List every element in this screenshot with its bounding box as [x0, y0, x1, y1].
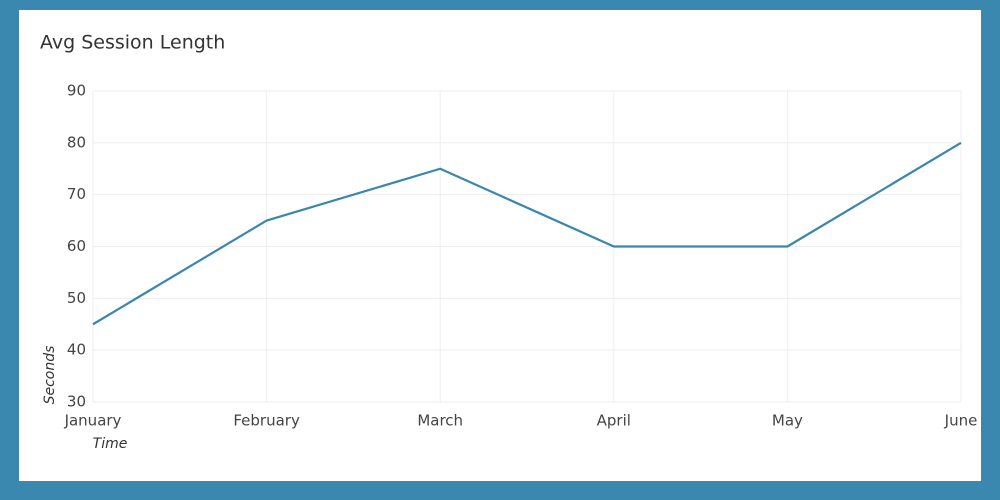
y-tick-label: 60	[67, 237, 86, 255]
x-tick-label: March	[417, 412, 463, 430]
x-tick-label: January	[64, 412, 122, 430]
x-tick-label: February	[233, 412, 300, 430]
y-tick-label: 30	[67, 393, 86, 411]
y-tick-label: 40	[67, 341, 86, 359]
y-tick-label: 80	[67, 133, 86, 151]
data-line	[92, 141, 962, 326]
x-tick-label: May	[772, 412, 803, 430]
y-axis-title: Seconds	[42, 346, 58, 405]
x-tick-label: April	[597, 412, 631, 430]
x-axis-title: Time	[93, 436, 128, 452]
y-tick-label: 50	[67, 289, 86, 307]
chart-title: Avg Session Length	[40, 32, 225, 54]
y-tick-label: 90	[67, 82, 86, 100]
y-tick-label: 70	[67, 185, 86, 203]
x-tick-label: June	[944, 412, 978, 430]
